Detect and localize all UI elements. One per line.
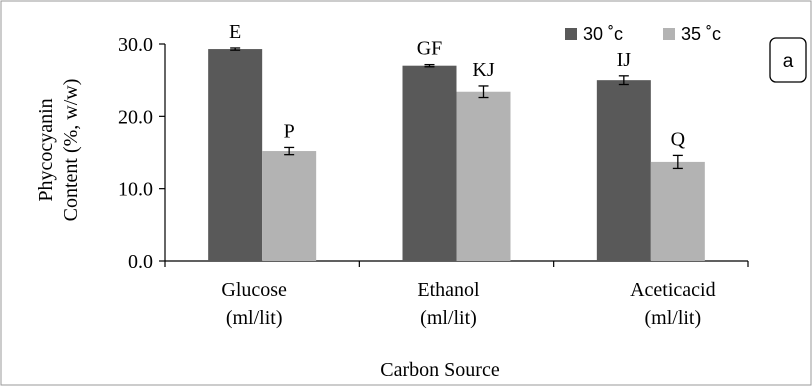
y-tick-label: 30.0: [118, 34, 153, 56]
bar-letter-label: IJ: [617, 49, 632, 71]
bar: [650, 161, 705, 261]
bar-letter-labels: E P GF KJ IJ Q: [229, 21, 686, 150]
x-axis-title: Carbon Source: [380, 359, 500, 381]
y-tick-label: 10.0: [118, 179, 153, 201]
y-tick-labels: 0.0 10.0 20.0 30.0: [118, 34, 153, 273]
x-tick-label: Glucose: [221, 279, 287, 301]
x-tick-label: Ethanol: [417, 279, 480, 301]
bar-letter-label: E: [229, 21, 241, 43]
panel-label: a: [783, 51, 794, 72]
bar-letter-label: P: [284, 120, 295, 142]
y-tick-label: 0.0: [128, 251, 153, 273]
legend-swatch: [565, 28, 577, 40]
error-bars-group: [230, 47, 683, 170]
x-tick-label: Aceticacid: [630, 279, 716, 301]
bar-letter-label: Q: [671, 128, 686, 150]
legend-swatch: [663, 28, 675, 40]
bar: [596, 80, 651, 262]
bar: [262, 151, 317, 261]
bars-group: [208, 49, 705, 262]
panel-label-box: a: [769, 37, 807, 83]
y-axis-title-line-1: Phycocyanin: [35, 98, 57, 201]
x-tick-labels: Glucose (ml/lit) Ethanol (ml/lit) Aceticacid…: [221, 279, 715, 329]
legend-label: 30 ˚c: [583, 24, 623, 44]
y-axis-title-line-2: Content (%, w/w): [60, 79, 82, 222]
panel-label-frame: [769, 37, 807, 83]
y-tick-label: 20.0: [118, 106, 153, 128]
legend: 30 ˚c 35 ˚c: [565, 24, 721, 44]
x-tick-label: (ml/lit): [644, 307, 701, 329]
bar: [456, 91, 511, 262]
legend-label: 35 ˚c: [681, 24, 721, 44]
bar-letter-label: KJ: [472, 59, 494, 81]
bar: [208, 49, 263, 262]
x-tick-label: (ml/lit): [226, 307, 283, 329]
bar: [402, 65, 457, 261]
bar-letter-label: GF: [417, 38, 443, 60]
x-tick-label: (ml/lit): [420, 307, 477, 329]
